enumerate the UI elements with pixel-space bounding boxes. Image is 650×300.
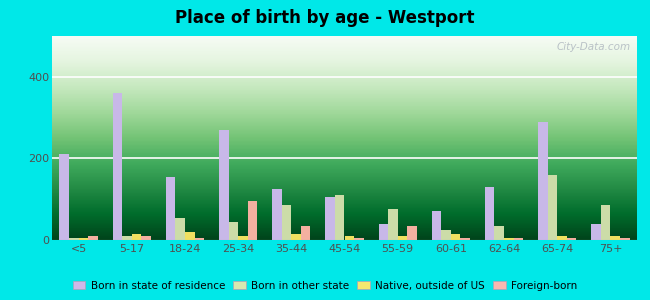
Bar: [514, 238, 523, 240]
Bar: [592, 224, 601, 240]
Bar: [301, 226, 311, 240]
Bar: [398, 236, 408, 240]
Bar: [59, 154, 69, 240]
Bar: [281, 205, 291, 240]
Bar: [441, 230, 451, 240]
Bar: [291, 234, 301, 240]
Bar: [610, 236, 620, 240]
Bar: [185, 232, 194, 240]
Bar: [354, 238, 363, 240]
Bar: [388, 209, 398, 240]
Bar: [69, 238, 79, 240]
Bar: [248, 201, 257, 240]
Bar: [408, 226, 417, 240]
Bar: [620, 238, 630, 240]
Text: Place of birth by age - Westport: Place of birth by age - Westport: [176, 9, 474, 27]
Bar: [432, 212, 441, 240]
Bar: [238, 236, 248, 240]
Bar: [378, 224, 388, 240]
Bar: [335, 195, 344, 240]
Bar: [122, 236, 132, 240]
Bar: [460, 238, 470, 240]
Bar: [272, 189, 281, 240]
Bar: [88, 236, 98, 240]
Bar: [538, 122, 548, 240]
Bar: [194, 238, 204, 240]
Bar: [451, 234, 460, 240]
Bar: [176, 218, 185, 240]
Bar: [79, 238, 88, 240]
Text: City-Data.com: City-Data.com: [557, 42, 631, 52]
Bar: [601, 205, 610, 240]
Legend: Born in state of residence, Born in other state, Native, outside of US, Foreign-: Born in state of residence, Born in othe…: [69, 277, 581, 295]
Bar: [344, 236, 354, 240]
Bar: [326, 197, 335, 240]
Bar: [495, 226, 504, 240]
Bar: [112, 93, 122, 240]
Bar: [229, 222, 238, 240]
Bar: [567, 238, 577, 240]
Bar: [557, 236, 567, 240]
Bar: [166, 177, 176, 240]
Bar: [485, 187, 495, 240]
Bar: [141, 236, 151, 240]
Bar: [548, 175, 557, 240]
Bar: [132, 234, 141, 240]
Bar: [219, 130, 229, 240]
Bar: [504, 238, 514, 240]
